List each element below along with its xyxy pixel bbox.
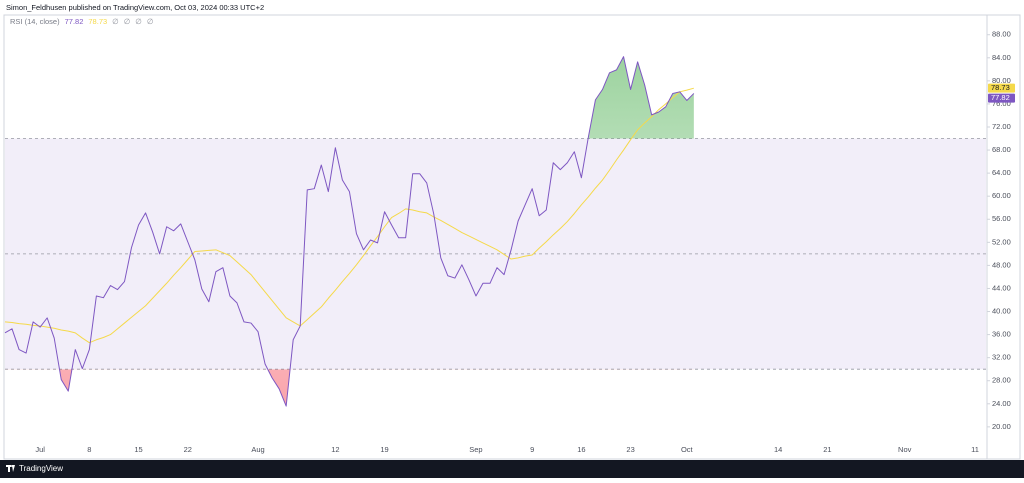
logo-part xyxy=(12,465,15,472)
legend-extra: ∅ xyxy=(124,17,131,26)
y-tick-label: 24.00 xyxy=(992,399,1011,408)
logo-part xyxy=(8,465,10,472)
legend-extra: ∅ xyxy=(147,17,154,26)
x-tick-label: Jul xyxy=(35,445,45,454)
y-tick-label: 52.00 xyxy=(992,237,1011,246)
y-tick-label: 88.00 xyxy=(992,30,1011,39)
x-tick-label: 12 xyxy=(331,445,339,454)
x-tick-label: 11 xyxy=(971,445,979,454)
x-tick-label: Sep xyxy=(469,445,482,454)
x-tick-label: 22 xyxy=(184,445,192,454)
y-tick-label: 72.00 xyxy=(992,122,1011,131)
pane-border xyxy=(3,14,1021,460)
y-tick-label: 48.00 xyxy=(992,260,1011,269)
y-tick-label: 28.00 xyxy=(992,376,1011,385)
footer-bar xyxy=(0,460,1024,478)
x-tick-label: Oct xyxy=(681,445,694,454)
legend-value: 77.82 xyxy=(65,17,84,26)
y-tick-label: 20.00 xyxy=(992,422,1011,431)
y-tick-label: 56.00 xyxy=(992,214,1011,223)
x-tick-label: Aug xyxy=(251,445,264,454)
y-tick-label: 64.00 xyxy=(992,168,1011,177)
x-tick-label: Nov xyxy=(898,445,912,454)
brand-logo xyxy=(6,465,15,472)
price-tag xyxy=(988,93,1015,103)
y-tick-label: 32.00 xyxy=(992,353,1011,362)
legend-extra: ∅ xyxy=(112,17,119,26)
y-tick-label: 68.00 xyxy=(992,145,1011,154)
x-tick-label: 15 xyxy=(134,445,142,454)
price-tag-label: 78.73 xyxy=(991,83,1010,92)
y-tick-label: 80.00 xyxy=(992,76,1011,85)
y-tick-label: 60.00 xyxy=(992,191,1011,200)
x-tick-label: 8 xyxy=(87,445,91,454)
band-background xyxy=(5,138,986,370)
price-tag-label: 77.82 xyxy=(991,93,1010,102)
legend-title: RSI (14, close) xyxy=(10,17,60,26)
logo-part xyxy=(11,465,13,467)
y-tick-label: 84.00 xyxy=(992,53,1011,62)
x-tick-label: 14 xyxy=(774,445,782,454)
brand-name: TradingView xyxy=(19,464,63,473)
rsi-line xyxy=(4,56,695,407)
x-tick-label: 21 xyxy=(823,445,831,454)
x-tick-label: 19 xyxy=(380,445,388,454)
price-tag xyxy=(988,83,1015,93)
ma-line xyxy=(4,87,694,344)
y-tick-label: 36.00 xyxy=(992,330,1011,339)
y-tick-label: 40.00 xyxy=(992,307,1011,316)
publisher-header: Simon_Feldhusen published on TradingView… xyxy=(6,3,264,12)
y-tick-label: 44.00 xyxy=(992,283,1011,292)
x-tick-label: 9 xyxy=(530,445,534,454)
y-tick-label: 76.00 xyxy=(992,99,1011,108)
x-tick-label: 23 xyxy=(626,445,634,454)
x-tick-label: 16 xyxy=(577,445,585,454)
legend-extra: ∅ xyxy=(135,17,142,26)
legend-value: 78.73 xyxy=(88,17,107,26)
